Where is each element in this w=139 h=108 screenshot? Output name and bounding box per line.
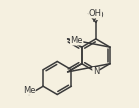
- Text: Me: Me: [70, 36, 83, 45]
- Text: Me: Me: [23, 86, 35, 94]
- Text: O: O: [97, 11, 103, 20]
- Text: OH: OH: [89, 9, 101, 18]
- Text: N: N: [93, 67, 99, 76]
